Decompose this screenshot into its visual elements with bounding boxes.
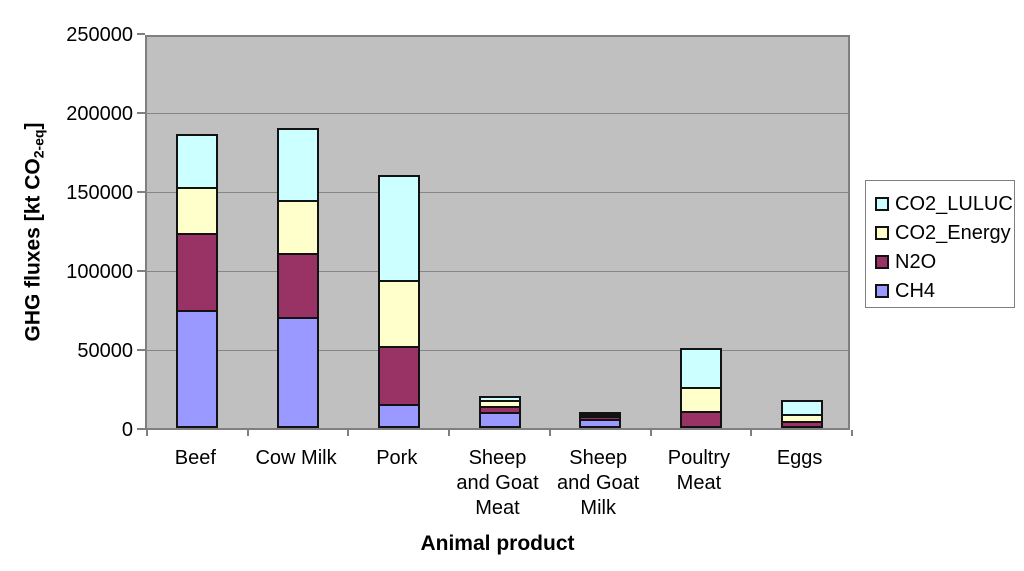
legend-label: N2O [895, 250, 937, 273]
bar-segment-ch4 [579, 418, 622, 428]
legend-item: CO2_Energy [875, 218, 1014, 247]
bar-segment-n2o [780, 420, 823, 428]
gridline [147, 350, 848, 351]
bar-poultry-meat [679, 348, 722, 428]
gridline [147, 271, 848, 272]
x-axis-category-label-line: and Goat [557, 472, 640, 494]
x-axis-category-label: Eggs [749, 446, 850, 471]
y-axis-tick-mark [137, 428, 145, 430]
x-axis-category-label: Sheep and Goat Meat [447, 446, 548, 521]
x-axis-category-label-line: Beef [174, 447, 216, 469]
y-axis-tick-mark [137, 33, 145, 35]
bar-segment-n2o [377, 346, 420, 407]
legend-swatch-co2-luluc [875, 196, 889, 211]
x-axis-tick-mark [146, 430, 148, 436]
bar-segment-n2o [277, 253, 320, 320]
x-axis-tick-mark [750, 430, 753, 436]
bar-sheep-and-goat-meat [478, 396, 521, 428]
bar-cow-milk [277, 128, 320, 428]
bar-segment-co2-luluc [176, 133, 219, 190]
gridline [147, 113, 848, 114]
bar-segment-co2-energy [377, 279, 420, 349]
bar-segment-n2o [679, 410, 722, 428]
x-axis-category-label-line: Milk [580, 497, 616, 519]
plot-area [137, 33, 853, 436]
x-axis-category-label-line: Poultry [667, 447, 731, 469]
legend-item: CO2_LULUC [875, 189, 1014, 218]
x-axis-tick-mark [649, 430, 652, 436]
x-axis-tick-mark [548, 430, 551, 436]
x-axis-category-label-line: and Goat [456, 472, 539, 494]
y-axis-tick-mark [137, 349, 145, 351]
y-axis-tick-label: 100000 [66, 261, 133, 283]
x-axis-category-label: Cow Milk [246, 446, 347, 471]
legend-label: CO2_LULUC [895, 192, 1013, 215]
x-axis-category-label: Beef [145, 446, 246, 471]
x-axis-tick-mark [448, 430, 451, 436]
x-axis-category-label: Poultry Meat [649, 446, 750, 496]
x-axis-tick-mark [246, 430, 249, 436]
bar-segment-ch4 [377, 404, 420, 428]
bar-segment-co2-luluc [277, 128, 320, 202]
legend-swatch-n2o [875, 254, 889, 269]
x-axis-category-label-line: Meat [475, 497, 520, 519]
x-axis-category-label-line: Cow Milk [255, 447, 337, 469]
x-axis-category-label-line: Meat [676, 472, 722, 494]
y-axis-tick-mark [137, 112, 145, 114]
bar-segment-co2-luluc [377, 174, 420, 282]
bar-segment-co2-energy [277, 199, 320, 256]
legend: CO2_LULUC CO2_Energy N2O CH4 [865, 180, 1015, 308]
bar-pork [377, 174, 420, 428]
bar-segment-ch4 [176, 309, 219, 428]
y-axis-tick-label: 250000 [66, 24, 133, 46]
gridline [147, 192, 848, 193]
bar-segment-n2o [176, 232, 219, 312]
bar-beef [176, 133, 219, 428]
bar-segment-co2-energy [176, 187, 219, 235]
x-axis-category-label-line: Sheep [569, 447, 628, 469]
bar-segment-ch4 [277, 317, 320, 428]
x-axis-category-label-line: Sheep [468, 447, 527, 469]
y-axis-title-subscript: 2-eq [30, 129, 47, 159]
x-axis-category-label-line: Pork [376, 447, 418, 469]
y-axis-tick-mark [137, 270, 145, 272]
y-axis-title-text: GHG fluxes [kt CO2-eq] [21, 122, 47, 342]
legend-swatch-ch4 [875, 283, 889, 298]
legend-item: N2O [875, 247, 1014, 276]
y-axis-tick-label: 150000 [66, 182, 133, 204]
legend-swatch-co2-energy [875, 225, 889, 240]
x-axis-category-label-line: Eggs [776, 447, 823, 469]
x-axis-category-label: Sheep and Goat Milk [548, 446, 649, 521]
x-axis-title: Animal product [420, 532, 575, 555]
x-axis-category-label: Pork [346, 446, 447, 471]
y-axis-tick-mark [137, 191, 145, 193]
bar-eggs [780, 400, 823, 428]
bar-segment-ch4 [478, 412, 521, 428]
x-axis-category-labels: Beef Cow Milk Pork Sheep and Goat Meat Sheep an… [145, 446, 850, 526]
x-axis-tick-mark [851, 430, 853, 436]
y-axis-tick-label: 200000 [66, 103, 133, 125]
y-axis-tick-label: 50000 [77, 340, 133, 362]
legend-label: CO2_Energy [895, 221, 1011, 244]
legend-label: CH4 [895, 279, 936, 302]
bar-segment-co2-luluc [679, 348, 722, 390]
bar-sheep-and-goat-milk [579, 411, 622, 428]
bar-segment-co2-energy [679, 387, 722, 413]
legend-item: CH4 [875, 276, 1014, 305]
y-axis-tick-label: 0 [121, 419, 133, 441]
x-axis-tick-mark [347, 430, 350, 436]
